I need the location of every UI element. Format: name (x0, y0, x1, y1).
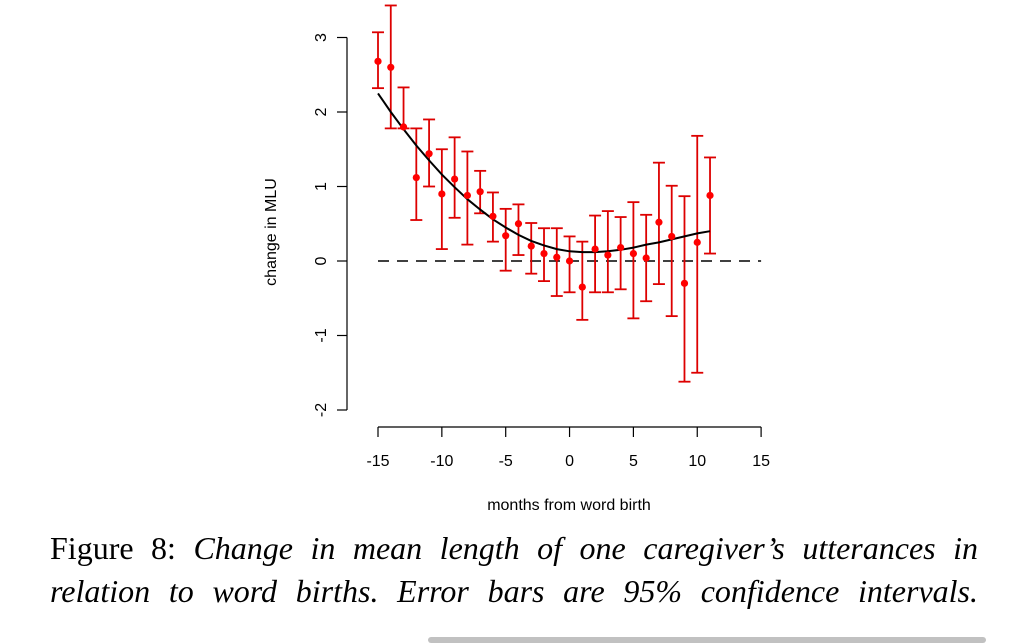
data-points (374, 57, 714, 291)
x-tick-label: 5 (629, 453, 638, 470)
data-point (425, 150, 433, 158)
data-point (412, 173, 420, 182)
data-point (591, 245, 599, 253)
data-point (489, 212, 497, 220)
data-point (565, 257, 574, 265)
y-axis: -2 -1 0 1 2 3 (313, 33, 348, 417)
x-axis: -15 -10 -5 0 5 10 15 (366, 426, 770, 470)
data-point (629, 249, 638, 258)
error-bar (499, 207, 512, 272)
data-point (655, 218, 663, 226)
data-point (617, 243, 625, 252)
figure-caption: Figure 8: Change in mean length of one c… (50, 527, 978, 613)
data-point (553, 253, 561, 261)
x-tick-label: 10 (688, 453, 706, 470)
y-axis-label: change in MLU (263, 178, 280, 286)
data-point (476, 188, 484, 196)
error-bar (576, 240, 589, 321)
error-bar (614, 216, 627, 291)
data-point (540, 249, 548, 258)
error-bars (372, 4, 717, 383)
figure-caption-text: Change in mean length of one caregiver’s… (50, 530, 979, 609)
data-point (502, 232, 510, 240)
data-point (680, 279, 689, 287)
error-bar (589, 214, 602, 294)
x-tick-label: -5 (499, 453, 513, 470)
data-point (387, 63, 395, 71)
x-tick-label: 0 (565, 453, 574, 470)
error-bar (704, 156, 717, 255)
data-point (399, 123, 408, 131)
error-bar (550, 227, 563, 297)
horizontal-scrollbar[interactable] (428, 637, 986, 643)
data-point (604, 251, 612, 259)
data-point (693, 238, 701, 246)
error-bar (665, 184, 678, 318)
data-point (642, 254, 650, 262)
data-point (527, 242, 535, 250)
x-axis-label: months from word birth (487, 497, 651, 514)
x-tick-label: -15 (366, 453, 389, 470)
y-tick-label: 2 (313, 107, 330, 116)
error-bar (435, 148, 448, 250)
y-tick-label: -2 (313, 403, 330, 417)
y-tick-label: 1 (313, 182, 330, 191)
figure-label: Figure 8: (50, 530, 176, 566)
error-bar (678, 195, 691, 383)
data-point (451, 175, 459, 183)
data-point (438, 190, 446, 198)
data-point (578, 283, 586, 291)
y-tick-label: 3 (313, 33, 330, 42)
y-tick-label: -1 (313, 328, 330, 342)
data-point (463, 191, 471, 200)
data-point (668, 232, 676, 241)
error-bar (512, 203, 525, 256)
fit-curve (377, 92, 711, 254)
data-point (706, 191, 714, 200)
error-bar (627, 201, 640, 320)
x-tick-label: -10 (430, 453, 453, 470)
data-point (514, 220, 523, 228)
data-point (374, 57, 382, 65)
fit-curve-group (377, 92, 711, 254)
x-tick-label: 15 (752, 453, 770, 470)
y-tick-label: 0 (313, 256, 330, 265)
error-bar (691, 134, 704, 374)
